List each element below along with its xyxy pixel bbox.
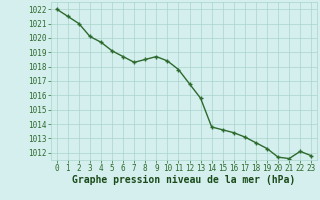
X-axis label: Graphe pression niveau de la mer (hPa): Graphe pression niveau de la mer (hPa) <box>72 175 296 185</box>
